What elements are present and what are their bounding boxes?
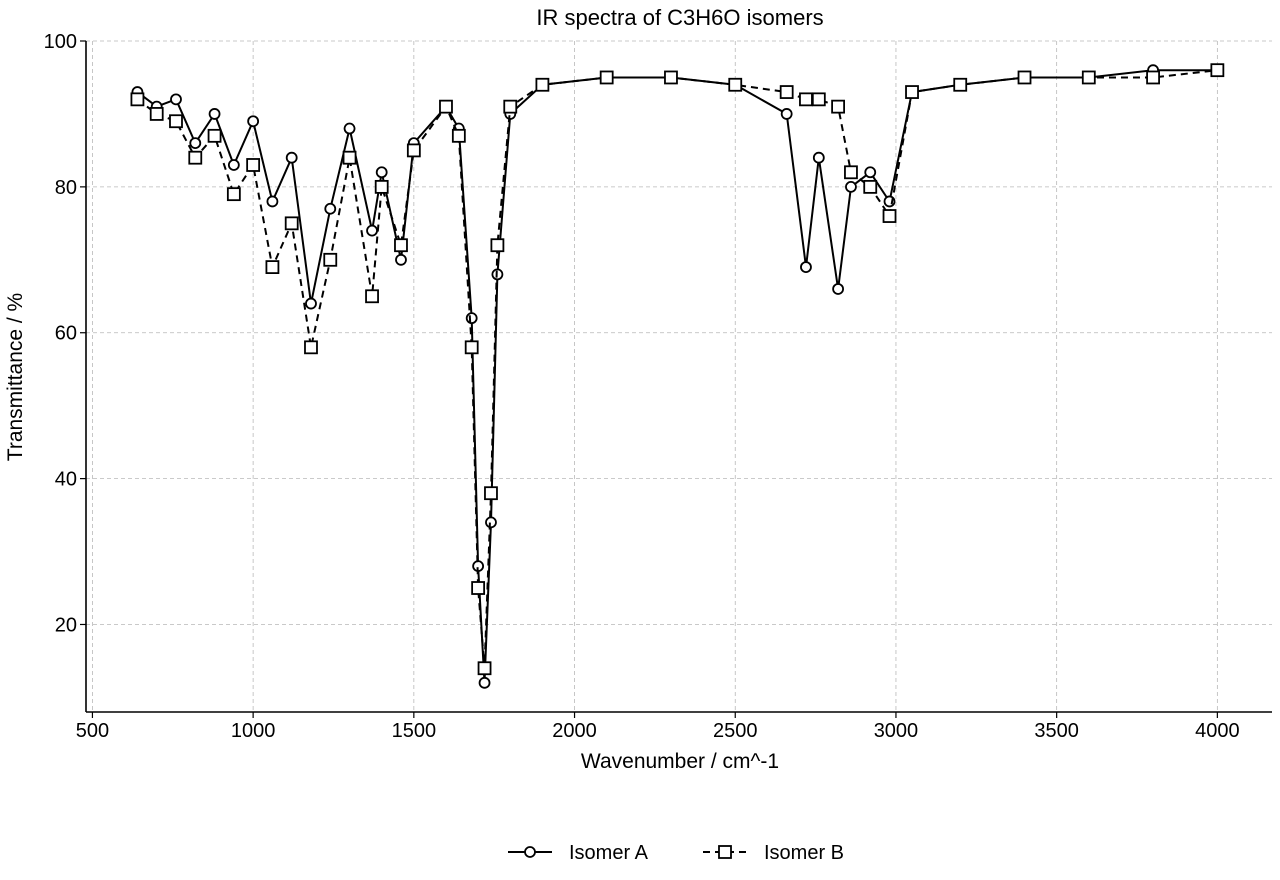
legend-marker-square bbox=[718, 845, 732, 859]
data-point-square bbox=[1017, 70, 1032, 85]
data-point-square bbox=[831, 99, 845, 114]
data-point-circle bbox=[227, 159, 240, 171]
legend-marker-circle bbox=[524, 846, 536, 858]
x-axis-title: Wavenumber / cm^-1 bbox=[581, 750, 779, 773]
series-line bbox=[136, 69, 1218, 684]
data-point-square bbox=[1081, 70, 1096, 85]
data-point-square bbox=[149, 107, 164, 121]
legend-item: Isomer B bbox=[703, 842, 844, 864]
x-tick-label: 500 bbox=[76, 720, 109, 742]
data-point-square bbox=[226, 187, 241, 202]
legend-item: Isomer A bbox=[508, 842, 649, 864]
x-tick-label: 3500 bbox=[1034, 720, 1079, 742]
data-point-circle bbox=[324, 202, 337, 215]
y-tick-label: 20 bbox=[55, 614, 77, 636]
data-point-circle bbox=[285, 151, 298, 164]
chart-title: IR spectra of C3H6O isomers bbox=[536, 5, 823, 30]
data-point-square bbox=[207, 128, 222, 143]
data-point-square bbox=[779, 85, 794, 99]
data-point-circle bbox=[812, 151, 825, 164]
data-point-square bbox=[265, 260, 280, 274]
data-point-square bbox=[451, 128, 466, 143]
data-point-square bbox=[863, 179, 878, 194]
y-axis-title: Transmittance / % bbox=[4, 293, 27, 461]
data-point-square bbox=[503, 99, 518, 114]
data-point-square bbox=[905, 85, 919, 99]
data-point-square bbox=[246, 158, 261, 172]
data-point-circle bbox=[478, 676, 491, 689]
data-point-circle bbox=[247, 115, 260, 128]
y-tick-label: 80 bbox=[55, 177, 77, 199]
data-point-circle bbox=[465, 312, 478, 325]
data-point-square bbox=[374, 179, 389, 194]
data-point-circle bbox=[343, 122, 356, 135]
axes-layer: 500 1000 1500 2000 2500 3000 3500 4000 20 40 60 80 1… bbox=[44, 31, 1272, 742]
data-point-square bbox=[844, 165, 858, 180]
data-point-square bbox=[799, 92, 813, 107]
data-point-square bbox=[342, 150, 357, 165]
data-point-square bbox=[811, 92, 826, 107]
data-point-circle bbox=[485, 516, 497, 529]
x-tick-label: 3000 bbox=[874, 720, 919, 742]
data-point-circle bbox=[170, 93, 182, 106]
data-point-circle bbox=[832, 283, 844, 295]
data-point-circle bbox=[864, 166, 877, 179]
legend-label: Isomer A bbox=[569, 842, 649, 864]
data-point-square bbox=[1210, 63, 1225, 78]
data-point-square bbox=[284, 216, 299, 231]
x-tick-label: 4000 bbox=[1195, 720, 1240, 742]
data-point-square bbox=[439, 99, 453, 114]
data-point-square bbox=[304, 340, 318, 355]
data-point-circle bbox=[305, 297, 317, 310]
data-point-square bbox=[464, 340, 479, 355]
data-point-square bbox=[365, 289, 379, 304]
data-point-circle bbox=[395, 253, 407, 266]
data-point-square bbox=[1146, 70, 1160, 85]
y-tick-label: 100 bbox=[44, 31, 77, 53]
series-isomer-a bbox=[131, 64, 1224, 689]
data-point-square bbox=[477, 661, 492, 676]
data-point-square bbox=[394, 238, 408, 253]
data-point-square bbox=[130, 92, 145, 107]
data-point-square bbox=[188, 150, 203, 165]
data-point-circle bbox=[189, 137, 202, 150]
data-point-square bbox=[484, 486, 498, 501]
data-point-circle bbox=[375, 166, 388, 179]
x-tick-label: 1000 bbox=[231, 720, 276, 742]
data-point-circle bbox=[800, 261, 812, 273]
data-point-square bbox=[323, 252, 338, 267]
data-point-circle bbox=[780, 108, 793, 120]
data-point-circle bbox=[208, 108, 221, 120]
data-point-square bbox=[406, 143, 421, 158]
x-tick-label: 2000 bbox=[552, 720, 597, 742]
series-layer bbox=[130, 63, 1225, 689]
data-point-square bbox=[169, 114, 183, 129]
legend: Isomer A Isomer B bbox=[508, 842, 844, 864]
data-point-square bbox=[882, 209, 897, 223]
series-isomer-b bbox=[130, 63, 1225, 676]
x-tick-label: 2500 bbox=[713, 720, 758, 742]
y-tick-label: 60 bbox=[55, 323, 77, 345]
grid-layer bbox=[86, 40, 1272, 712]
data-point-square bbox=[535, 77, 550, 92]
data-point-square bbox=[471, 581, 486, 595]
data-point-square bbox=[953, 77, 968, 92]
series-line bbox=[136, 69, 1218, 670]
data-point-circle bbox=[266, 195, 279, 208]
data-point-square bbox=[599, 70, 614, 85]
data-point-square bbox=[728, 77, 743, 92]
data-point-circle bbox=[366, 224, 378, 237]
legend-label: Isomer B bbox=[764, 842, 844, 864]
data-point-square bbox=[664, 70, 678, 85]
x-tick-label: 1500 bbox=[392, 720, 437, 742]
y-tick-label: 40 bbox=[55, 469, 77, 491]
data-point-square bbox=[490, 238, 505, 253]
data-point-circle bbox=[845, 180, 857, 193]
